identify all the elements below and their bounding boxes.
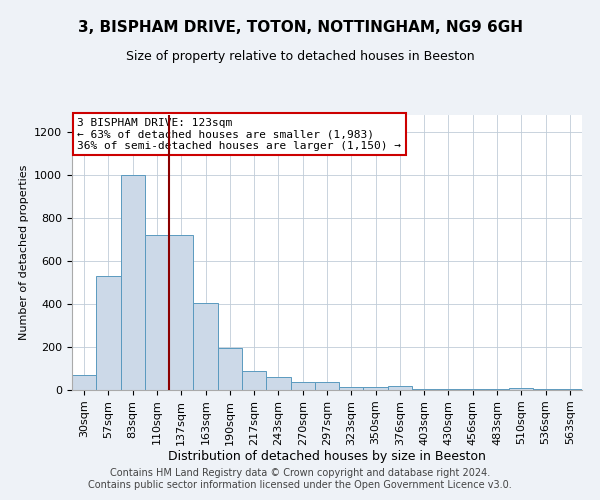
Bar: [145, 236, 169, 390]
Bar: [509, 388, 533, 390]
Bar: [533, 389, 558, 390]
Bar: [218, 348, 242, 390]
Bar: [242, 370, 266, 390]
Bar: [339, 387, 364, 390]
Bar: [485, 389, 509, 390]
Text: Contains HM Land Registry data © Crown copyright and database right 2024.
Contai: Contains HM Land Registry data © Crown c…: [88, 468, 512, 490]
Bar: [266, 377, 290, 390]
Text: Size of property relative to detached houses in Beeston: Size of property relative to detached ho…: [125, 50, 475, 63]
Text: 3 BISPHAM DRIVE: 123sqm
← 63% of detached houses are smaller (1,983)
36% of semi: 3 BISPHAM DRIVE: 123sqm ← 63% of detache…: [77, 118, 401, 151]
Bar: [364, 387, 388, 390]
Bar: [461, 389, 485, 390]
Bar: [412, 389, 436, 390]
Y-axis label: Number of detached properties: Number of detached properties: [19, 165, 29, 340]
Bar: [193, 303, 218, 390]
Bar: [290, 382, 315, 390]
Text: 3, BISPHAM DRIVE, TOTON, NOTTINGHAM, NG9 6GH: 3, BISPHAM DRIVE, TOTON, NOTTINGHAM, NG9…: [77, 20, 523, 35]
Bar: [436, 389, 461, 390]
X-axis label: Distribution of detached houses by size in Beeston: Distribution of detached houses by size …: [168, 450, 486, 464]
Bar: [388, 386, 412, 390]
Bar: [169, 236, 193, 390]
Bar: [558, 389, 582, 390]
Bar: [121, 175, 145, 390]
Bar: [315, 382, 339, 390]
Bar: [96, 276, 121, 390]
Bar: [72, 375, 96, 390]
